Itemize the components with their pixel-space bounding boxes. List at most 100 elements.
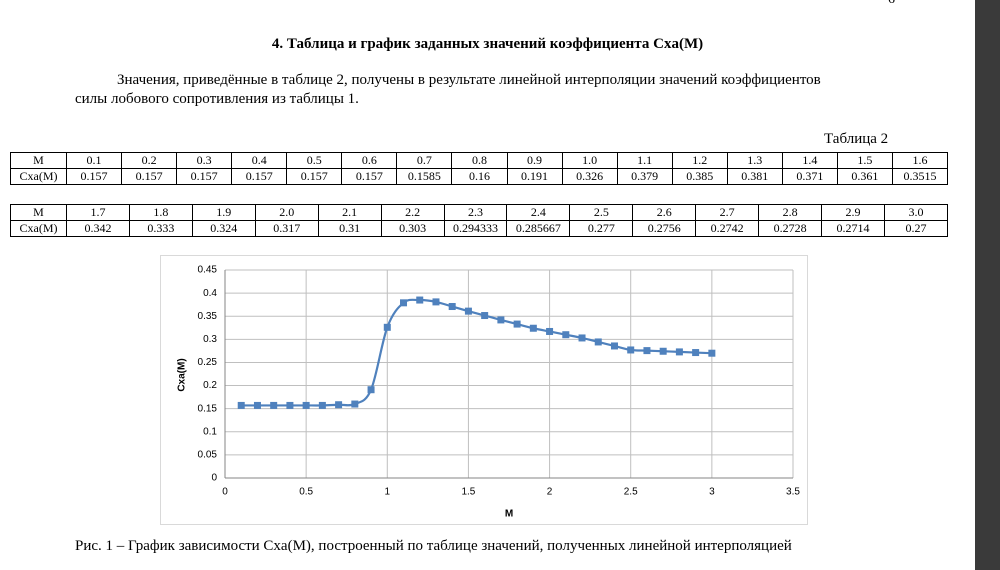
x-tick-label: 2.5 [624, 487, 638, 498]
table-cell: 0.317 [254, 220, 319, 237]
table-cell: 0.157 [65, 168, 123, 185]
data-point [351, 400, 359, 408]
y-tick-label: 0.45 [198, 265, 218, 276]
data-point [497, 316, 505, 324]
chart: Cxa(M) M 0 0.05 0.1 0.15 0.2 0.25 0.3 0.35 0.4 0.… [160, 255, 808, 525]
data-point [448, 303, 456, 311]
data-point [481, 312, 489, 320]
table-cell: 0.1585 [396, 168, 453, 185]
page-number: 6 [888, 0, 895, 8]
table-cell: 0.277 [569, 220, 634, 237]
data-point [464, 307, 472, 315]
y-tick-label: 0.2 [203, 380, 217, 391]
table-cell: 2.4 [506, 204, 571, 221]
table-cell: 1.4 [781, 152, 838, 169]
data-point [529, 324, 537, 332]
x-tick-label: 2 [547, 487, 553, 498]
table-cell: 0.285667 [506, 220, 571, 237]
y-axis-label: Cxa(M) [177, 358, 188, 391]
x-tick-label: 0.5 [299, 487, 313, 498]
table-cell: 0.157 [121, 168, 178, 185]
x-tick-label: 1 [385, 487, 391, 498]
table-cell: 0.294333 [443, 220, 508, 237]
table-cell: 0.157 [286, 168, 343, 185]
data-point [675, 348, 683, 356]
table-cell: 0.6 [341, 152, 398, 169]
table-cell: 1.9 [191, 204, 256, 221]
table-cell: 1.5 [836, 152, 893, 169]
data-point [643, 347, 651, 355]
table-cell: 0.4 [231, 152, 288, 169]
table-cell: 2.0 [254, 204, 319, 221]
x-tick-label: 3.5 [786, 487, 800, 498]
y-tick-label: 0.15 [198, 403, 218, 414]
data-point [708, 349, 716, 357]
table-cell: 0.2742 [695, 220, 760, 237]
table-cell: 0.7 [396, 152, 453, 169]
table-cell: 1.1 [616, 152, 673, 169]
table: M 1.7 1.8 1.9 2.0 2.1 2.2 2.3 2.4 2.5 2.6 2.7 2.8 2.9… [10, 204, 949, 237]
data-point [578, 334, 586, 342]
data-point [383, 323, 391, 331]
table-cell: 0.9 [506, 152, 563, 169]
data-point [562, 331, 570, 339]
table-cell: 2.6 [632, 204, 697, 221]
table-cell: 0.342 [66, 220, 130, 237]
table-cell: 0.361 [836, 168, 893, 185]
data-point [692, 349, 700, 357]
table-cell: 2.9 [821, 204, 885, 221]
table-cell: 0.1 [65, 152, 123, 169]
data-point [318, 401, 326, 409]
table-cell: 2.7 [695, 204, 760, 221]
table-cell: 0.326 [561, 168, 618, 185]
table-row: M 1.7 1.8 1.9 2.0 2.1 2.2 2.3 2.4 2.5 2.6 2.7 2.8 2.9… [10, 204, 949, 221]
y-tick-label: 0.3 [203, 334, 217, 345]
data-point [270, 401, 278, 409]
table-cell: 2.8 [758, 204, 823, 221]
table-cell: 0.2 [121, 152, 178, 169]
chart-frame [160, 255, 808, 525]
data-point [286, 401, 294, 409]
data-point [237, 401, 245, 409]
figure-caption: Рис. 1 – График зависимости Cxa(M), пост… [75, 538, 792, 554]
table-cell: 0.8 [451, 152, 508, 169]
y-tick-label: 0 [211, 473, 217, 484]
data-point [546, 327, 554, 335]
table-cell: 0.371 [781, 168, 838, 185]
table-cell: 0.5 [286, 152, 343, 169]
table-cell: M [10, 204, 67, 221]
data-point [659, 347, 667, 355]
table-cell: 1.8 [128, 204, 193, 221]
table-cell: 0.27 [883, 220, 949, 237]
table-cell: 0.324 [191, 220, 256, 237]
table-cell: Cxa(M) [10, 220, 67, 237]
table-cell: 1.0 [561, 152, 618, 169]
table-row: Cxa(M) 0.342 0.333 0.324 0.317 0.31 0.303 0.294… [10, 220, 949, 237]
table-cell: 0.16 [451, 168, 508, 185]
paragraph-line: Значения, приведённые в таблице 2, получ… [117, 72, 821, 88]
table-cell: 0.303 [380, 220, 445, 237]
table-caption: Таблица 2 [824, 131, 889, 147]
viewer-edge [975, 0, 1000, 570]
y-tick-label: 0.4 [203, 288, 217, 299]
y-tick-label: 0.35 [198, 311, 218, 322]
table-cell: 0.157 [231, 168, 288, 185]
table-cell: 0.3515 [891, 168, 949, 185]
table-cell: 1.2 [671, 152, 728, 169]
table-cell: M [10, 152, 67, 169]
y-tick-label: 0.25 [198, 357, 218, 368]
table-row: Cxa(M) 0.157 0.157 0.157 0.157 0.157 0.157 0.15… [10, 168, 949, 185]
table-cell: 3.0 [883, 204, 949, 221]
data-point [367, 386, 375, 394]
data-point [513, 320, 521, 328]
x-axis-label: M [505, 509, 513, 520]
data-point [335, 401, 343, 409]
data-point [432, 298, 440, 306]
table-cell: 0.157 [176, 168, 233, 185]
table-cell: 0.379 [616, 168, 673, 185]
table-cell: 2.1 [317, 204, 382, 221]
heading: 4. Таблица и график заданных значений ко… [271, 36, 704, 52]
table-cell: 0.2714 [821, 220, 885, 237]
table-row: M 0.1 0.2 0.3 0.4 0.5 0.6 0.7 0.8 0.9 1.0 1.1 1.2 1.3… [10, 152, 949, 169]
table-cell: 2.5 [569, 204, 634, 221]
